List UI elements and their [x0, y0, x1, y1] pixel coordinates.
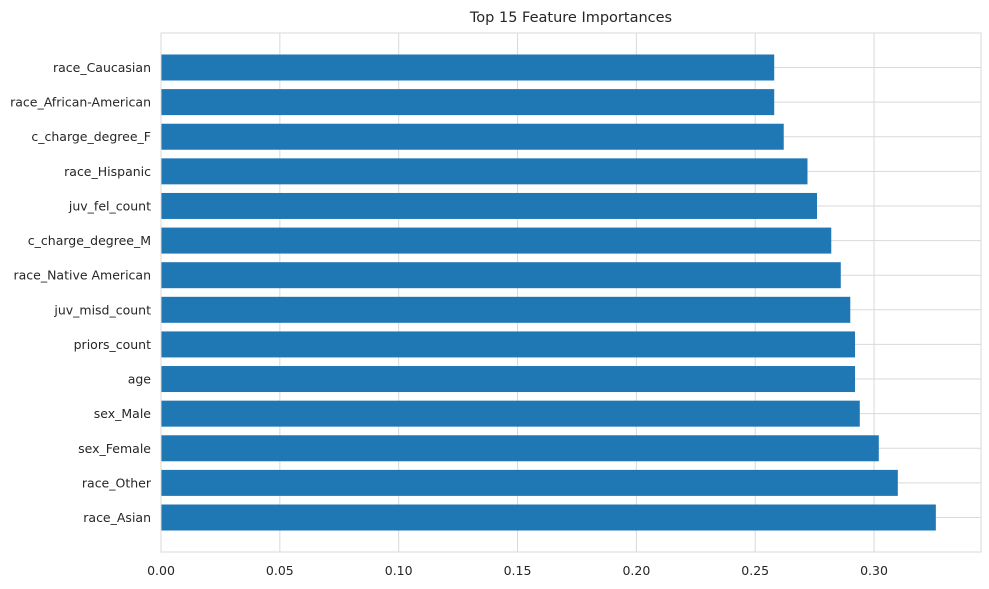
y-tick-label: sex_Male	[94, 406, 152, 421]
y-tick-label: juv_fel_count	[68, 198, 151, 213]
plot-border	[160, 32, 982, 553]
bar-race-native-american	[161, 262, 841, 289]
y-tick-label: race_Asian	[83, 510, 151, 525]
y-tick-label: sex_Female	[78, 441, 151, 456]
y-tick-label: c_charge_degree_M	[28, 233, 151, 248]
chart-title: Top 15 Feature Importances	[469, 10, 672, 26]
bars-layer	[161, 54, 936, 531]
y-tick-label: race_African-American	[10, 95, 151, 110]
bar-c-charge-degree-f	[161, 123, 784, 150]
y-tick-label: race_Other	[82, 475, 152, 490]
bar-c-charge-degree-m	[161, 227, 832, 254]
bar-age	[161, 366, 856, 393]
y-tick-label: juv_misd_count	[53, 302, 151, 317]
bar-race-other	[161, 469, 898, 496]
bar-race-african-american	[161, 89, 775, 116]
plot-frame	[160, 32, 982, 553]
x-tick-label: 0.30	[860, 563, 888, 578]
x-tick-label: 0.15	[504, 563, 532, 578]
x-tick-label: 0.05	[266, 563, 294, 578]
bar-sex-female	[161, 435, 879, 462]
bar-juv-misd-count	[161, 296, 851, 323]
y-tick-label: race_Hispanic	[64, 164, 151, 179]
bar-sex-male	[161, 400, 860, 427]
x-tick-label: 0.20	[622, 563, 650, 578]
bar-priors-count	[161, 331, 856, 358]
bar-juv-fel-count	[161, 192, 817, 219]
y-tick-label: c_charge_degree_F	[31, 129, 151, 144]
bar-race-caucasian	[161, 54, 775, 81]
bar-race-hispanic	[161, 158, 808, 185]
x-tick-label: 0.00	[147, 563, 175, 578]
x-tick-label: 0.10	[385, 563, 413, 578]
y-tick-label: race_Caucasian	[53, 60, 151, 75]
plot-background	[161, 33, 981, 552]
y-tick-label: age	[128, 372, 152, 387]
y-tick-label: race_Native American	[13, 268, 151, 283]
bar-race-asian	[161, 504, 936, 531]
y-tick-label: priors_count	[74, 337, 151, 352]
x-tick-labels: 0.00 0.05 0.10 0.15 0.20 0.25 0.30	[147, 563, 888, 578]
x-tick-label: 0.25	[741, 563, 769, 578]
y-tick-labels: race_Caucasian race_African-American c_cha…	[10, 60, 152, 525]
